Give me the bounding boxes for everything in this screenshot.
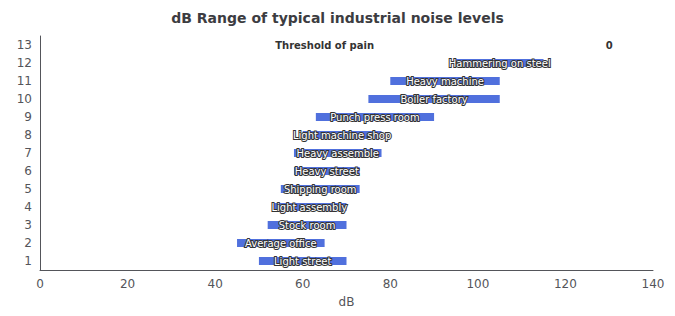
svg-text:60: 60 [295,277,310,291]
svg-text:0: 0 [36,277,44,291]
svg-text:4: 4 [24,200,32,214]
svg-text:Heavy machine: Heavy machine [406,76,484,87]
svg-text:100: 100 [466,277,489,291]
svg-text:10: 10 [17,92,32,106]
svg-text:5: 5 [24,182,32,196]
svg-text:140: 140 [642,277,665,291]
svg-text:Punch press room: Punch press room [330,112,419,123]
svg-text:2: 2 [24,236,32,250]
svg-text:11: 11 [17,74,32,88]
svg-text:20: 20 [120,277,135,291]
svg-text:Stock room: Stock room [279,220,336,231]
svg-text:12: 12 [17,56,32,70]
svg-text:Light assembly: Light assembly [271,202,347,213]
svg-text:40: 40 [208,277,223,291]
svg-text:Boiler factory: Boiler factory [400,94,467,105]
svg-text:8: 8 [24,128,32,142]
svg-text:Shipping room: Shipping room [284,184,357,195]
svg-text:Threshold of pain: Threshold of pain [275,40,374,51]
svg-text:Light machine shop: Light machine shop [293,130,391,141]
svg-text:Light street: Light street [274,256,331,267]
svg-text:Hammering on steel: Hammering on steel [449,58,551,69]
svg-text:dB: dB [339,295,355,309]
svg-text:Heavy street: Heavy street [295,166,359,177]
svg-text:dB Range of typical industrial: dB Range of typical industrial noise lev… [171,10,504,26]
svg-text:13: 13 [17,38,32,52]
svg-text:80: 80 [383,277,398,291]
svg-text:120: 120 [554,277,577,291]
svg-text:6: 6 [24,164,32,178]
svg-text:9: 9 [24,110,32,124]
svg-text:3: 3 [24,218,32,232]
svg-text:1: 1 [24,254,32,268]
svg-text:Average office: Average office [245,238,317,249]
svg-text:0: 0 [606,40,613,51]
svg-text:Heavy assemble: Heavy assemble [296,148,379,159]
svg-text:7: 7 [24,146,32,160]
